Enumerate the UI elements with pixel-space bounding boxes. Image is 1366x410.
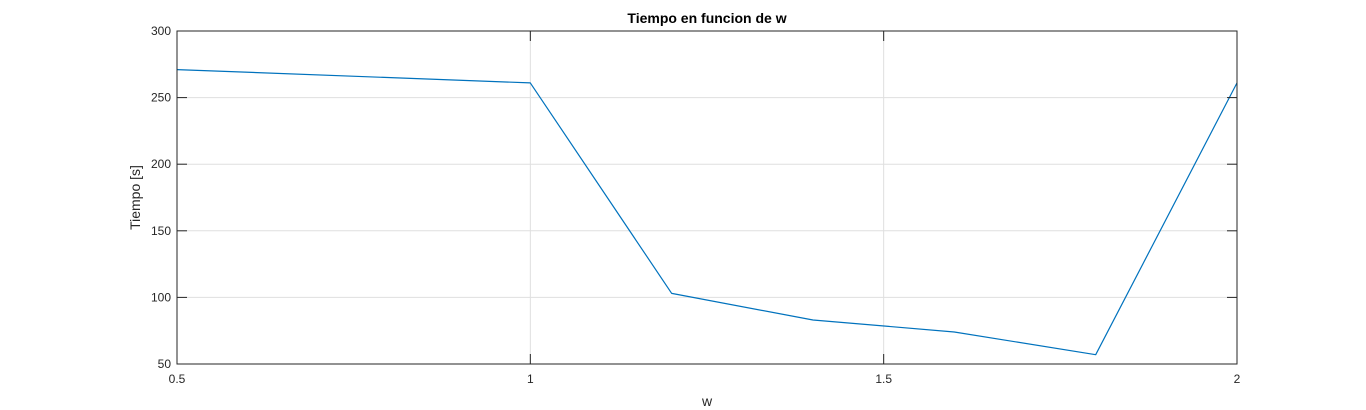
y-tick-label: 150 — [151, 224, 171, 238]
y-tick-label: 50 — [158, 357, 172, 371]
x-tick-label: 2 — [1234, 372, 1241, 386]
x-tick-label: 1.5 — [875, 372, 892, 386]
y-tick-label: 100 — [151, 290, 171, 304]
x-axis-label: w — [701, 393, 713, 409]
y-tick-label: 300 — [151, 24, 171, 38]
x-tick-label: 1 — [527, 372, 534, 386]
series-line — [176, 69, 1238, 356]
y-tick-label: 250 — [151, 91, 171, 105]
series-layer — [176, 69, 1238, 356]
x-tick-labels: 0.5 1 1.5 2 — [169, 372, 1241, 386]
x-tick-label: 0.5 — [169, 372, 186, 386]
y-tick-label: 200 — [151, 157, 171, 171]
y-tick-labels: 50 100 150 200 250 300 — [151, 24, 171, 371]
plot-frame — [176, 30, 1238, 365]
plot-area — [177, 31, 1237, 364]
chart-title: Tiempo en funcion de w — [627, 10, 786, 26]
y-axis-label: Tiempo [s] — [127, 165, 143, 230]
